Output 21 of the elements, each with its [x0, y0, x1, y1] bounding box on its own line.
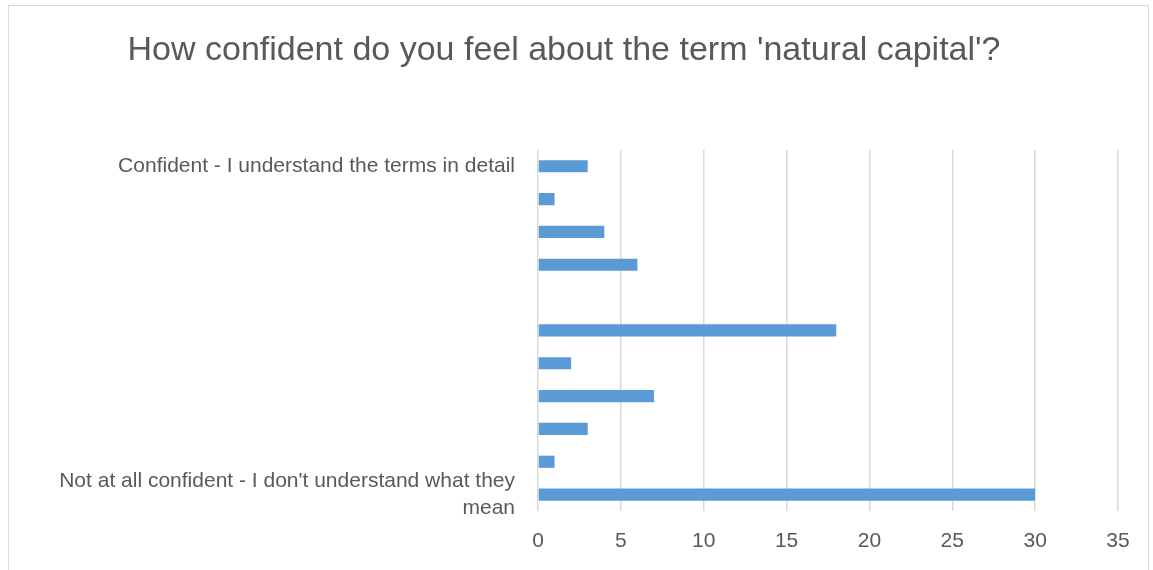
bar	[538, 225, 605, 238]
x-tick-label: 0	[532, 528, 544, 552]
x-tick-label: 35	[1106, 528, 1130, 552]
x-tick-label: 10	[692, 528, 716, 552]
bar	[538, 357, 572, 370]
y-tick-label: Not at all confident - I don't understand what they mean	[59, 467, 516, 519]
x-tick-label: 20	[857, 528, 882, 552]
x-tick-label: 15	[774, 528, 799, 552]
bar	[538, 258, 638, 271]
bar	[538, 324, 837, 337]
chart-title: How confident do you feel about the term 'natural capital'?	[127, 28, 1001, 67]
bar	[538, 455, 555, 468]
bar	[538, 390, 654, 403]
bar	[538, 488, 1036, 501]
bar	[538, 160, 588, 173]
x-tick-label: 30	[1023, 528, 1047, 552]
x-tick-label: 25	[940, 528, 964, 552]
bar	[538, 192, 555, 206]
y-tick-label: Confident - I understand the terms in detail	[118, 153, 515, 177]
x-tick-label: 5	[615, 528, 627, 552]
bar	[538, 422, 588, 435]
